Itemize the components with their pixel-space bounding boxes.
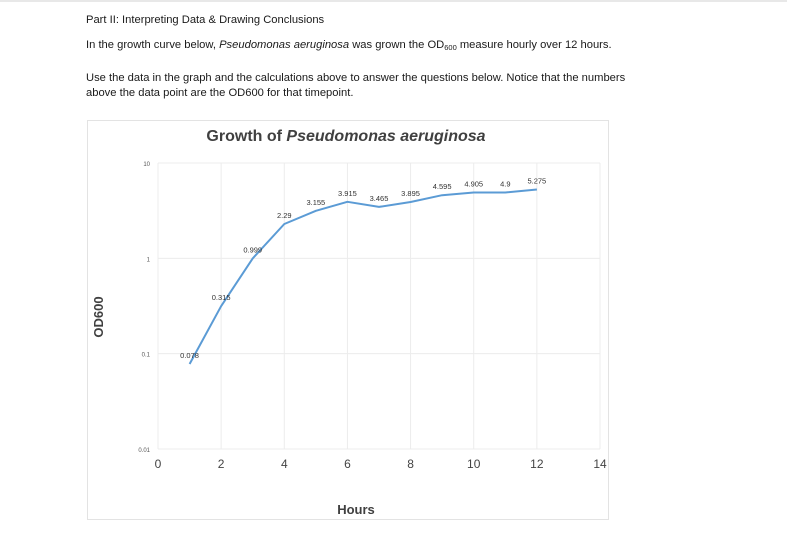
y-tick-label: 1 bbox=[147, 257, 151, 263]
section-heading: Part II: Interpreting Data & Drawing Con… bbox=[86, 14, 325, 26]
y-tick-label: 0.01 bbox=[138, 448, 150, 454]
intro-post: measure hourly over 12 hours. bbox=[456, 39, 612, 51]
data-label: 2.29 bbox=[277, 211, 292, 220]
series-line-od600 bbox=[188, 188, 537, 365]
x-tick-label: 10 bbox=[467, 457, 481, 471]
y-tick-label: 10 bbox=[143, 162, 150, 168]
data-label: 3.155 bbox=[306, 198, 325, 207]
x-tick-label: 4 bbox=[281, 457, 288, 471]
x-tick-label: 14 bbox=[593, 457, 607, 471]
chart-container: Growth of Pseudomonas aeruginosa 0.01 0.1… bbox=[87, 120, 609, 520]
x-tick-label: 2 bbox=[218, 457, 225, 471]
chart-title: Growth of Pseudomonas aeruginosa bbox=[206, 128, 485, 145]
instructions-line-1: Use the data in the graph and the calcul… bbox=[86, 72, 626, 84]
data-label: 0.078 bbox=[180, 351, 199, 360]
x-tick-label: 6 bbox=[344, 457, 351, 471]
data-label: 0.315 bbox=[212, 293, 231, 302]
chart-title-prefix: Growth of bbox=[206, 128, 286, 145]
intro-mid: was grown the OD bbox=[349, 39, 445, 51]
page-top-border bbox=[0, 0, 787, 2]
data-label: 0.999 bbox=[243, 245, 262, 254]
y-tick-label: 0.1 bbox=[142, 353, 151, 359]
x-tick-label: 8 bbox=[407, 457, 414, 471]
chart-title-italic: Pseudomonas aeruginosa bbox=[286, 128, 485, 145]
x-axis-title: Hours bbox=[337, 502, 375, 517]
growth-chart: Growth of Pseudomonas aeruginosa 0.01 0.1… bbox=[91, 128, 607, 517]
intro-organism: Pseudomonas aeruginosa bbox=[219, 39, 350, 51]
data-label: 3.895 bbox=[401, 189, 420, 198]
instructions-line-2: above the data point are the OD600 for t… bbox=[86, 87, 354, 99]
data-label: 4.905 bbox=[464, 179, 483, 188]
x-tick-label: 12 bbox=[530, 457, 544, 471]
intro-paragraph: In the growth curve below, Pseudomonas a… bbox=[86, 38, 612, 53]
instructions-paragraph: Use the data in the graph and the calcul… bbox=[86, 71, 625, 101]
data-label: 5.275 bbox=[527, 176, 546, 185]
data-label: 3.915 bbox=[338, 189, 357, 198]
data-label: 4.9 bbox=[500, 180, 510, 189]
intro-subscript: 600 bbox=[444, 43, 457, 52]
x-tick-label: 0 bbox=[155, 457, 162, 471]
data-label: 4.595 bbox=[433, 182, 452, 191]
y-axis-title: OD600 bbox=[91, 296, 106, 337]
data-label: 3.465 bbox=[370, 194, 389, 203]
intro-pre: In the growth curve below, bbox=[86, 39, 220, 51]
